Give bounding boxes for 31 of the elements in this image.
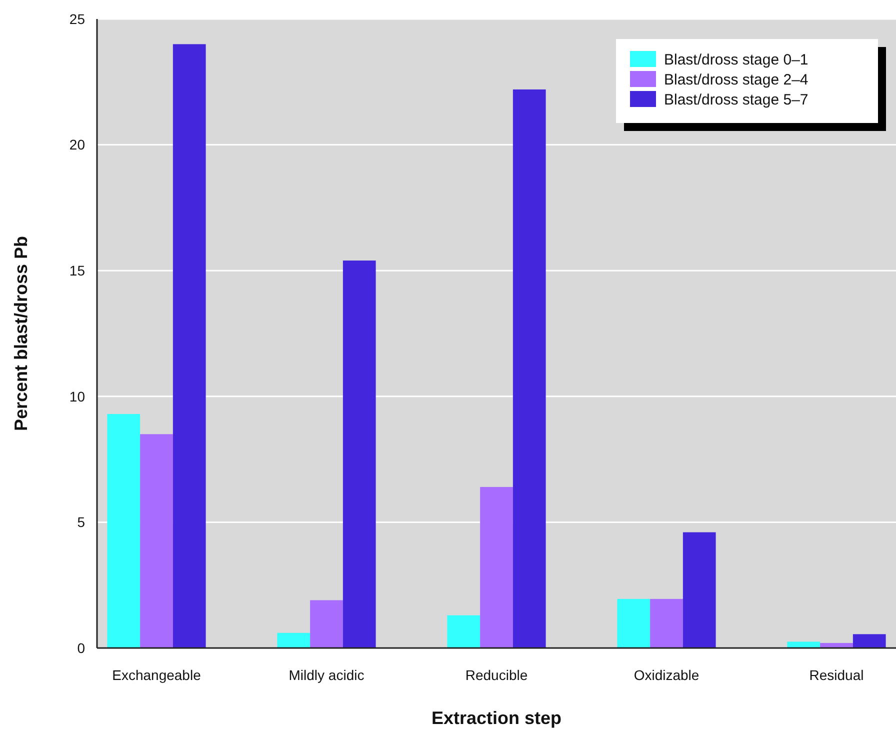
bar <box>310 600 343 648</box>
bar <box>512 89 546 648</box>
y-tick-label: 15 <box>69 262 86 278</box>
y-tick-label: 10 <box>69 388 86 404</box>
bar <box>172 44 206 648</box>
bar <box>277 632 310 648</box>
x-axis-title: Extraction step <box>431 708 562 728</box>
bar <box>480 486 513 648</box>
bar <box>617 598 650 648</box>
x-tick-label: Residual <box>809 667 864 683</box>
y-axis-title: Percent blast/dross Pb <box>11 236 31 432</box>
y-tick-label: 0 <box>77 640 86 656</box>
x-tick-label: Mildly acidic <box>288 667 364 683</box>
bar <box>107 414 140 648</box>
legend-label: Blast/dross stage 5–7 <box>664 91 808 108</box>
bar <box>447 615 480 648</box>
bar <box>787 642 820 648</box>
bar <box>342 260 376 648</box>
y-tick-label: 25 <box>69 10 86 27</box>
legend-label: Blast/dross stage 0–1 <box>664 51 808 68</box>
bar <box>820 642 853 648</box>
y-tick-label: 5 <box>77 514 86 530</box>
x-tick-label: Reducible <box>465 667 528 683</box>
bar <box>650 598 683 648</box>
bar <box>140 434 173 648</box>
y-tick-label: 20 <box>69 136 86 153</box>
x-tick-label: Oxidizable <box>634 667 700 683</box>
bar <box>682 532 716 648</box>
bar <box>852 634 886 648</box>
x-tick-label: Exchangeable <box>112 667 202 683</box>
legend-label: Blast/dross stage 2–4 <box>664 71 808 88</box>
